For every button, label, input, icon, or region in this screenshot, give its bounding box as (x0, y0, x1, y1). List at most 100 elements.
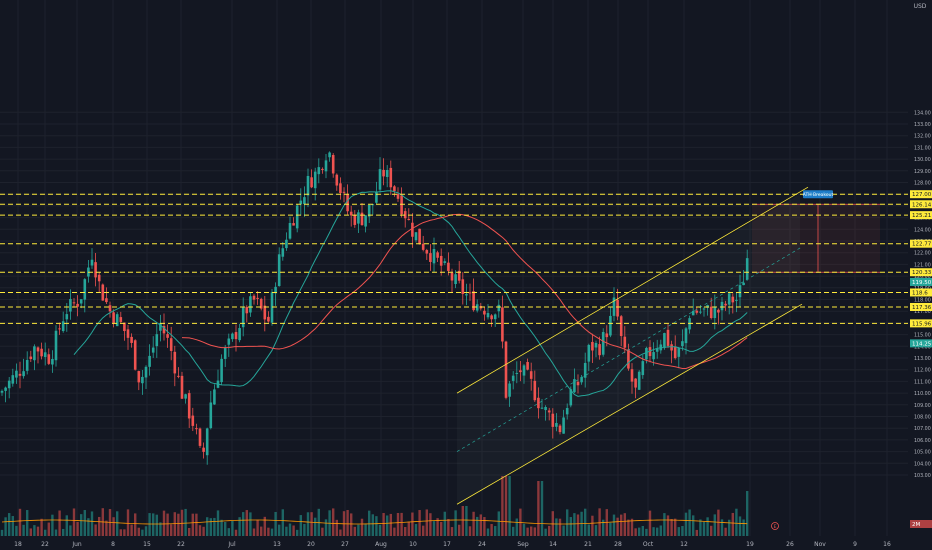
candle-body (378, 169, 382, 190)
candle-body (83, 279, 87, 300)
volume-bar (134, 513, 137, 536)
candle-body (573, 379, 576, 393)
y-tick-label: 109.00 (914, 403, 931, 409)
volume-bar (717, 509, 720, 536)
level-tag-label: 118.6 (912, 290, 928, 296)
candle-body (51, 358, 54, 365)
candle-body (126, 329, 130, 338)
volume-bar (184, 508, 187, 536)
candle-body (493, 314, 497, 320)
volume-bar (162, 510, 166, 536)
candle-body (133, 340, 137, 370)
y-tick-label: 117.00 (914, 309, 931, 315)
candle-body (234, 332, 238, 340)
volume-bar (69, 525, 72, 536)
x-tick-label: 26 (786, 541, 794, 548)
volume-bar (51, 514, 54, 536)
candle-body (385, 170, 389, 177)
volume-bar (702, 521, 706, 536)
volume-bar (256, 519, 259, 536)
candle-body (583, 362, 587, 378)
candle-body (241, 307, 245, 328)
volume-bar (652, 527, 655, 536)
volume-bar (36, 526, 40, 536)
candle-body (25, 359, 29, 371)
volume-bar (404, 527, 407, 536)
volume-bar (198, 525, 202, 536)
volume-bar (26, 510, 29, 536)
volume-bar (231, 520, 234, 536)
candle-body (249, 296, 252, 313)
candle-body (209, 402, 213, 429)
candle-body (180, 375, 184, 399)
volume-bar (306, 512, 310, 536)
candle-body (292, 223, 295, 226)
volume-bar (159, 522, 162, 536)
volume-bar (666, 515, 670, 536)
volume-bar (443, 511, 446, 536)
y-tick-label: 106.00 (914, 438, 931, 444)
volume-bar (497, 511, 500, 536)
level-tag-label: 115.96 (912, 321, 932, 327)
candle-body (357, 212, 360, 224)
volume-bar (432, 521, 436, 536)
volume-bar (490, 524, 493, 536)
y-tick-label: 128.00 (914, 181, 931, 187)
candle-body (310, 177, 313, 188)
candle-body (267, 316, 270, 322)
volume-bar (65, 515, 68, 536)
x-tick-label: 28 (614, 541, 622, 548)
volume-bar (638, 527, 641, 536)
candle-body (61, 321, 65, 332)
volume-bar (562, 525, 565, 536)
volume-bar (436, 518, 439, 536)
x-tick-label: 21 (584, 541, 592, 548)
volume-bar (447, 518, 450, 536)
volume-bar (314, 517, 317, 536)
candle-body (540, 407, 544, 409)
volume-bar (576, 514, 580, 536)
volume-bar (616, 517, 619, 536)
volume-bar (612, 514, 616, 536)
volume-bar (47, 522, 50, 536)
level-tag-box (910, 302, 932, 311)
candle-body (731, 296, 735, 303)
volume-bar (288, 523, 292, 536)
volume-bar (353, 526, 356, 536)
candle-body (702, 308, 706, 310)
volume-bar (623, 513, 626, 536)
volume-bar (530, 526, 533, 536)
volume-bar (483, 517, 486, 536)
volume-bar (454, 510, 457, 536)
volume-bar (278, 524, 281, 536)
volume-bar (461, 506, 464, 536)
volume-bar (598, 508, 601, 536)
y-tick-label: 110.00 (914, 391, 931, 397)
volume-bar (130, 524, 133, 536)
candle-body (565, 408, 569, 415)
candle-body (457, 270, 461, 281)
level-tag-box (910, 288, 932, 297)
candle-body (396, 193, 400, 199)
candle-body (421, 243, 425, 250)
volume-bar (537, 481, 540, 536)
candle-body (713, 306, 717, 319)
candle-body (231, 333, 234, 340)
volume-bar (350, 513, 353, 536)
candle-body (670, 344, 673, 351)
candle-body (285, 239, 288, 249)
volume-bar (155, 514, 158, 536)
candle-body (641, 361, 645, 376)
volume-bar (414, 524, 418, 536)
candle-body (547, 410, 551, 413)
volume-bar (267, 527, 270, 536)
volume-bar (418, 510, 421, 536)
target-label-box (803, 190, 833, 199)
y-tick-label: 107.00 (914, 426, 931, 432)
volume-bar (87, 518, 90, 536)
candle-body (137, 371, 141, 383)
candle-body (76, 303, 79, 307)
volume-bar (274, 511, 277, 536)
